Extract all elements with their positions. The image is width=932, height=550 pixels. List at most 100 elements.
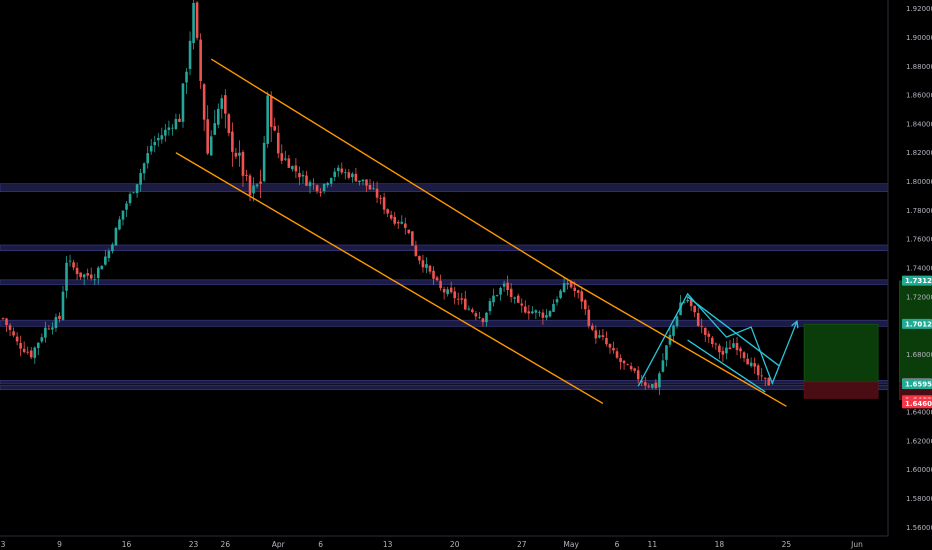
candle-body [305,175,308,186]
candle-body [460,298,464,300]
candle-body [195,2,199,38]
candle-body [47,328,51,330]
x-tick-label: Jun [850,540,863,549]
candle-body [492,295,495,303]
trend-line [210,58,568,281]
candle-body [382,197,386,210]
y-tick-label: 1.82000 [906,149,932,157]
candle-body [86,273,89,276]
y-tick-label: 1.64000 [906,409,932,417]
candle-body [728,347,732,350]
time-axis[interactable]: 3 9 16 23 26 Apr 6 13 20 27 May 6 11 18 25 Jun [1,540,863,549]
y-tick-label: 1.56000 [906,524,932,532]
candle-body [319,191,322,193]
candle-body [164,129,167,136]
y-tick-label: 1.74000 [906,265,932,273]
candle-body [206,119,209,154]
candle-body [389,214,393,219]
candle-body [502,283,506,287]
horizontal-zone [0,183,889,192]
candle-body [548,311,552,317]
candle-body [531,311,534,314]
candle-body [153,141,157,146]
candle-body [146,153,149,164]
candle-body [114,228,118,246]
candle-body [559,290,562,298]
candle-body [583,300,587,310]
candle-body [227,114,231,134]
candle-body [541,312,545,318]
candle-body [132,192,135,194]
candle-body [647,386,651,388]
candle-body [234,152,238,157]
price-label: 1.73124 [905,277,932,285]
candle-body [714,343,718,345]
candle-body [672,325,675,336]
candle-body [167,127,171,130]
candle-body [562,283,566,293]
candle-body [216,108,220,125]
candle-body [75,267,79,275]
candle-body [485,312,488,323]
candle-body [615,351,619,358]
x-tick-label: 26 [221,540,231,549]
y-tick-label: 1.90000 [906,34,932,42]
position-boxes [803,280,932,401]
candle-body [96,267,100,279]
candle-body [259,181,262,184]
candle-body [432,270,435,279]
y-tick-label: 1.76000 [906,236,932,244]
candle-body [449,287,453,293]
candle-body [665,345,668,360]
candle-body [396,222,400,224]
price-label: 1.64608 [905,400,932,408]
candle-body [425,264,428,268]
candle-body [735,343,739,351]
candle-body [121,210,125,220]
candle-body [372,188,375,190]
candle-body [576,290,580,293]
candle-body [111,244,114,252]
trend-line [687,296,780,367]
x-tick-label: 13 [383,540,393,549]
candle-body [65,262,68,291]
candle-body [33,347,37,358]
y-tick-label: 1.68000 [906,351,932,359]
candle-body [276,132,280,154]
trend-line [175,152,604,405]
candle-body [418,256,421,261]
candle-body [5,318,8,326]
candle-body [725,347,728,354]
candle-body [661,360,665,372]
candle-body [675,316,679,326]
candle-body [439,280,442,289]
candle-body [467,308,471,310]
candle-body [700,325,704,327]
y-tick-label: 1.60000 [906,466,932,474]
candle-body [446,289,449,295]
candle-body [178,118,181,122]
candle-body [238,152,241,156]
candle-body [209,136,213,156]
candle-body [636,370,640,380]
candle-body [421,260,425,268]
candle-body [344,172,347,174]
candle-body [721,351,725,355]
candle-body [689,298,693,307]
candle-body [128,194,132,204]
y-tick-label: 1.78000 [906,207,932,215]
y-tick-label: 1.72000 [906,293,932,301]
candle-body [506,282,509,291]
candle-body [192,2,195,44]
horizontal-zone [0,380,889,385]
candle-body [555,299,559,303]
candle-body [668,334,672,345]
candle-body [654,382,658,389]
candle-body [428,265,432,272]
candle-body [185,71,188,83]
candle-body [696,313,700,326]
candle-body [280,153,284,161]
candle-body [679,302,682,316]
candle-body [749,362,753,367]
